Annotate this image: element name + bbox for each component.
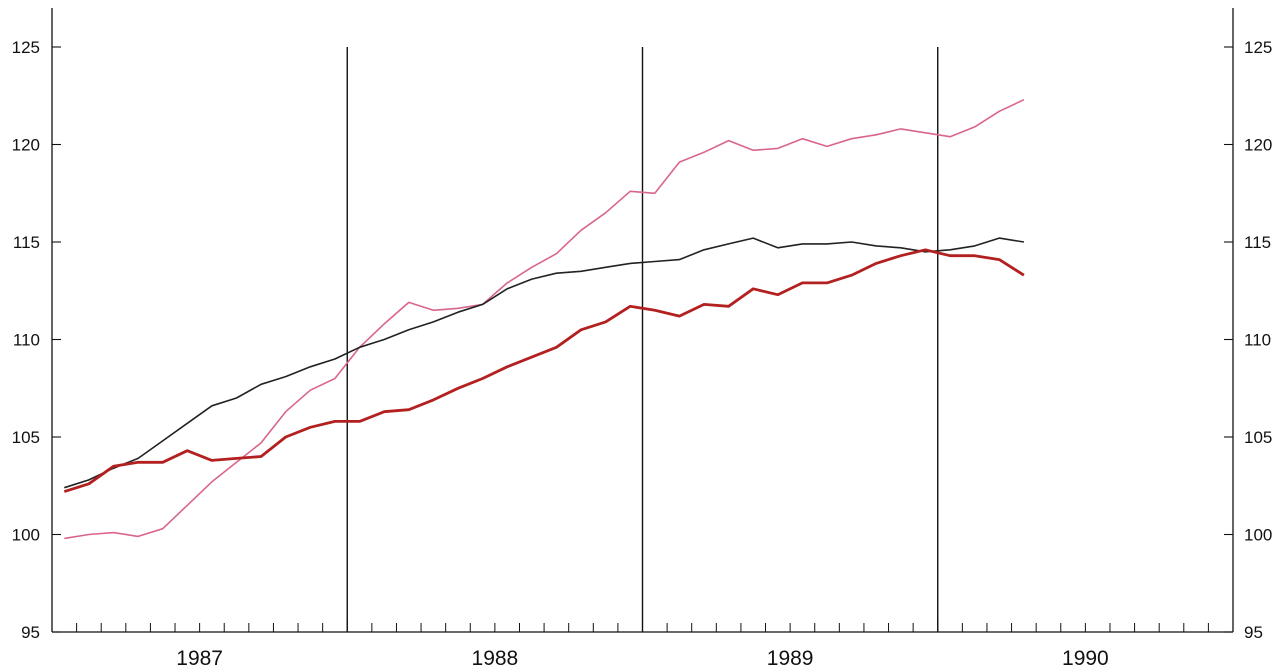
series-line-3 (63, 248, 1025, 493)
left-y-tick-label: 110 (13, 331, 40, 350)
left-y-tick-label: 100 (12, 526, 40, 545)
left-y-tick-label: 120 (12, 136, 40, 155)
series-layer (63, 98, 1025, 540)
right-y-tick-label: 125 (1244, 38, 1272, 57)
x-year-label: 1987 (176, 647, 223, 670)
left-y-tick-label: 115 (13, 233, 40, 252)
left-y-tick-label: 105 (12, 428, 40, 447)
right-y-tick-label: 120 (1244, 136, 1272, 155)
right-y-tick-label: 100 (1244, 526, 1272, 545)
x-year-label: 1989 (767, 647, 814, 670)
x-year-label: 1990 (1062, 647, 1109, 670)
x-year-label: 1988 (472, 647, 519, 670)
left-y-tick-label: 95 (21, 623, 40, 642)
series-line-1 (64, 98, 1025, 540)
right-y-tick-label: 110 (1244, 331, 1271, 350)
year-separators (346, 47, 939, 632)
right-y-tick-label: 95 (1244, 623, 1263, 642)
series-line-2 (64, 237, 1025, 489)
left-y-tick-label: 125 (12, 38, 40, 57)
right-y-tick-label: 115 (1244, 233, 1271, 252)
chart-axes: 95 95 100 100 105 105 110 110 115 115 120 120 125 125… (12, 8, 1272, 670)
right-y-tick-label: 105 (1244, 428, 1272, 447)
